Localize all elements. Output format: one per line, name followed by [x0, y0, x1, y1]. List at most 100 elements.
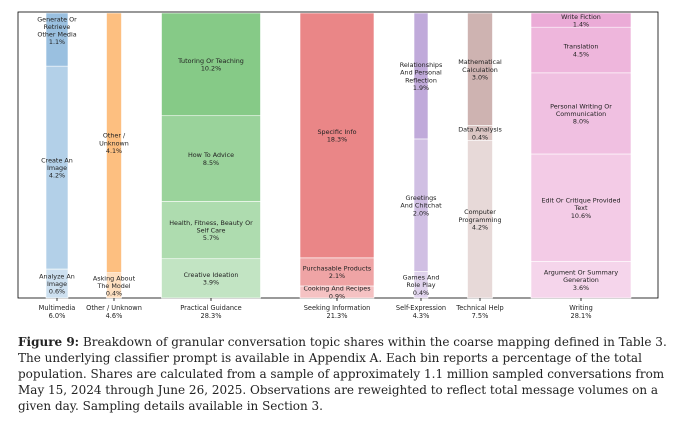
segment-value-label: 0.4% [472, 133, 488, 141]
segment-name-label: Generate Or [37, 15, 77, 23]
x-tick-label: Seeking Information [304, 304, 371, 312]
segment-tutoring-or-teaching [161, 12, 261, 117]
segment-name-label: Mathematical [458, 58, 502, 66]
segment-value-label: 10.6% [571, 212, 591, 220]
segment-name-label: Retrieve [44, 23, 71, 31]
x-tick-label: Writing [569, 304, 593, 312]
segment-name-label: Create An [41, 156, 73, 164]
segment-name-label: Other / [103, 132, 126, 140]
segment-name-label: Image [47, 280, 67, 288]
x-tick-label: Other / Unknown [86, 304, 142, 312]
figure-label: Figure 9: [18, 335, 80, 349]
segment-specific-info [299, 12, 375, 259]
x-tick-label: Self-Expression [396, 304, 446, 312]
segment-name-label: Health, Fitness, Beauty Or [169, 219, 253, 227]
segment-name-label: Write Fiction [561, 13, 601, 21]
segment-value-label: 0.4% [106, 290, 122, 298]
x-tick-label: Technical Help [455, 304, 503, 312]
segment-value-label: 4.2% [472, 223, 488, 231]
x-tick-total: 28.1% [571, 312, 592, 320]
segment-value-label: 18.3% [327, 136, 347, 144]
segment-value-label: 1.4% [573, 20, 589, 28]
segment-mathematical-calculation [467, 12, 493, 126]
x-tick-total: 6.0% [49, 312, 66, 320]
chart-area: Analyze An Image 0.6% Create An Image 4.2% Gen… [17, 11, 659, 320]
segment-name-label: Specific Info [318, 128, 357, 136]
segment-value-label: 10.2% [201, 65, 221, 73]
segment-personal-writing-or-communication [530, 72, 632, 155]
figure-caption: Figure 9: Breakdown of granular conversa… [18, 334, 678, 414]
segment-value-label: 0.4% [413, 289, 429, 297]
x-tick-total: 21.3% [327, 312, 348, 320]
segment-value-label: 1.1% [49, 38, 65, 46]
x-tick-label: Practical Guidance [180, 304, 241, 312]
segment-how-to-advice [161, 115, 261, 202]
x-tick-total: 4.3% [413, 312, 430, 320]
segment-name-label: Personal Writing Or [550, 102, 612, 110]
segment-name-label: Edit Or Critique Provided [541, 197, 620, 205]
segment-name-label: Self Care [197, 227, 226, 235]
x-tick-total: 4.6% [106, 312, 123, 320]
segment-purchasable-products [299, 257, 375, 287]
segment-value-label: 3.6% [573, 284, 589, 292]
segment-value-label: 3.0% [472, 73, 488, 81]
segment-name-label: Computer [464, 208, 496, 216]
segment-value-label: 4.2% [49, 172, 65, 180]
segment-value-label: 3.9% [203, 279, 219, 287]
x-tick-label: Multimedia [39, 304, 76, 312]
segment-name-label: Communication [556, 110, 606, 118]
segment-value-label: 1.9% [413, 84, 429, 92]
segment-name-label: Cooking And Recipes [303, 285, 371, 293]
segment-translation [530, 26, 632, 74]
segment-name-label: Reflection [405, 76, 437, 84]
segment-value-label: 2.0% [413, 209, 429, 217]
segment-name-label: The Model [96, 282, 130, 290]
segment-name-label: How To Advice [188, 151, 234, 159]
segment-value-label: 2.1% [329, 272, 345, 280]
segment-value-label: 8.0% [573, 118, 589, 126]
segment-name-label: Relationships [400, 61, 443, 69]
segment-name-label: Creative Ideation [184, 271, 239, 279]
segment-value-label: 0.6% [49, 288, 65, 296]
x-tick-total: 7.5% [472, 312, 489, 320]
segment-name-label: Tutoring Or Teaching [177, 57, 244, 65]
x-tick-total: 28.3% [201, 312, 222, 320]
segment-edit-or-critique-provided-text [530, 153, 632, 262]
segment-name-label: Asking About [93, 275, 136, 283]
segment-name-label: Text [574, 204, 588, 212]
segment-name-label: Image [47, 164, 67, 172]
caption-text: Breakdown of granular conversation topic… [18, 335, 667, 413]
segment-argument-or-summary-generation [530, 261, 632, 299]
segment-name-label: Data Analysis [458, 126, 502, 134]
segment-name-label: Role Play [406, 281, 435, 289]
segment-name-label: Translation [563, 43, 599, 51]
segment-value-label: 8.5% [203, 159, 219, 167]
segment-name-label: Unknown [99, 139, 129, 147]
segment-generate-or-retrieve-other-media [45, 12, 69, 67]
segment-name-label: Argument Or Summary [544, 269, 619, 277]
segment-name-label: Analyze An [39, 272, 75, 280]
segment-value-label: 5.7% [203, 234, 219, 242]
segment-relationships-and-personal-reflection [413, 12, 429, 140]
segment-value-label: 0.9% [329, 292, 345, 300]
segment-name-label: And Chitchat [400, 202, 442, 210]
segment-name-label: Generation [563, 276, 599, 284]
segment-name-label: Programming [458, 216, 501, 224]
segment-name-label: Greetings [405, 194, 437, 202]
segment-value-label: 4.1% [106, 147, 122, 155]
segment-name-label: Games And [403, 274, 440, 282]
segment-name-label: Calculation [462, 66, 498, 74]
segment-write-fiction [530, 12, 632, 28]
segment-name-label: Purchasable Products [303, 265, 372, 273]
segment-name-label: Other Media [37, 31, 76, 39]
segment-value-label: 4.5% [573, 50, 589, 58]
segment-other-unknown [106, 12, 122, 273]
